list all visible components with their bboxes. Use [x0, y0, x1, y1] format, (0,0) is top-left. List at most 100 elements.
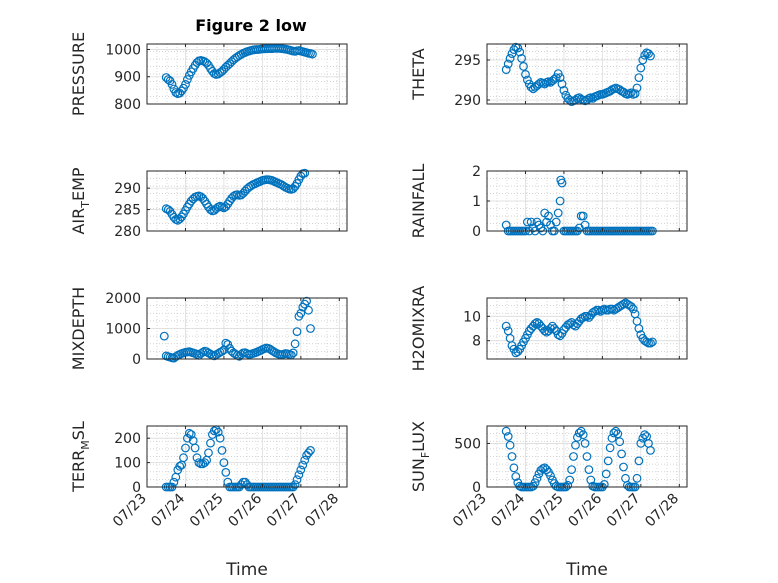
data-point	[526, 217, 536, 227]
data-point	[634, 456, 644, 466]
data-point	[308, 49, 317, 59]
data-point	[302, 296, 312, 306]
data-point	[292, 327, 302, 337]
y-tick-label: 1000	[105, 322, 141, 338]
data-point	[304, 448, 313, 458]
data-point	[217, 347, 227, 356]
data-point	[171, 88, 181, 97]
data-point	[574, 428, 584, 438]
data-point	[642, 337, 651, 347]
data-point	[296, 465, 306, 475]
y-axis-label: MIXDEPTH	[69, 287, 88, 370]
data-point	[634, 73, 644, 82]
data-point	[190, 443, 200, 453]
data-point	[648, 337, 657, 347]
x-tick-label: 07/25	[527, 491, 567, 531]
data-point	[555, 73, 565, 82]
data-point	[584, 465, 594, 475]
x-tick-label: 07/27	[264, 491, 304, 531]
data-point	[501, 220, 511, 230]
axes-box	[486, 297, 688, 360]
y-axis-label: RAINFALL	[409, 164, 428, 239]
data-point	[204, 448, 213, 458]
data-point	[571, 440, 580, 450]
data-point	[609, 428, 619, 438]
data-point	[509, 463, 519, 473]
y-axis-label: AIRTEMP	[69, 167, 92, 234]
data-point	[646, 446, 655, 455]
subplot-4: 0 1 2 RAINFALL	[409, 164, 688, 240]
data-point	[607, 433, 617, 443]
data-point	[626, 88, 636, 98]
data-point	[519, 62, 528, 71]
data-point	[557, 79, 567, 89]
data-point	[632, 473, 642, 483]
y-tick-label: 290	[114, 181, 141, 197]
data-point	[553, 208, 563, 218]
data-point	[503, 59, 513, 69]
y-tick-label: 100	[114, 456, 141, 472]
data-point	[638, 55, 648, 65]
data-point	[304, 305, 313, 315]
data-point	[578, 211, 588, 221]
x-tick-label: 07/23	[450, 491, 490, 531]
y-axis-label: SUNFLUX	[409, 421, 432, 492]
data-point	[184, 428, 194, 438]
y-tick-label: 1	[472, 194, 481, 210]
data-point	[605, 443, 615, 453]
axes-box	[486, 43, 688, 105]
y-tick-label: 0	[472, 480, 481, 496]
y-tick-label: 8	[472, 334, 481, 350]
data-point	[619, 462, 628, 472]
data-point	[215, 433, 225, 443]
data-point	[288, 348, 298, 358]
x-axis-label: Time	[565, 560, 608, 580]
y-axis-label: TERRMSL	[69, 421, 92, 493]
data-point	[501, 65, 511, 74]
data-point	[521, 69, 530, 79]
data-point	[617, 449, 626, 459]
data-point	[555, 196, 565, 206]
y-tick-label: 1000	[105, 42, 141, 58]
data-point	[632, 83, 642, 93]
data-point	[217, 446, 227, 455]
data-point	[601, 469, 611, 479]
data-point	[513, 347, 523, 357]
data-point	[599, 480, 609, 489]
data-point	[159, 331, 169, 341]
data-point	[626, 302, 636, 311]
data-point	[546, 324, 555, 333]
data-point	[509, 45, 519, 54]
axes-box	[486, 425, 688, 488]
y-tick-label: 0	[132, 480, 141, 496]
data-point	[555, 331, 565, 341]
data-point	[582, 452, 592, 461]
x-tick-label: 07/24	[148, 490, 188, 530]
data-point	[630, 89, 640, 98]
data-point	[298, 460, 308, 470]
data-point	[644, 49, 653, 58]
x-tick-label: 07/25	[187, 491, 227, 531]
data-point	[511, 472, 521, 481]
data-point	[557, 178, 567, 188]
data-point	[219, 458, 229, 468]
data-point	[611, 426, 621, 436]
data-point	[636, 63, 646, 73]
data-point	[221, 468, 231, 477]
data-point	[553, 330, 563, 340]
axes-box	[146, 425, 348, 488]
data-point	[530, 319, 540, 329]
data-point	[182, 75, 192, 84]
data-point	[175, 461, 185, 471]
data-point	[515, 47, 525, 57]
y-tick-label: 500	[454, 436, 481, 452]
data-point	[542, 465, 551, 475]
y-tick-label: 10	[463, 309, 481, 325]
data-point	[169, 477, 179, 487]
x-tick-label: 07/28	[302, 491, 342, 531]
data-point	[532, 473, 542, 483]
data-point	[586, 475, 596, 485]
data-point	[553, 69, 563, 78]
